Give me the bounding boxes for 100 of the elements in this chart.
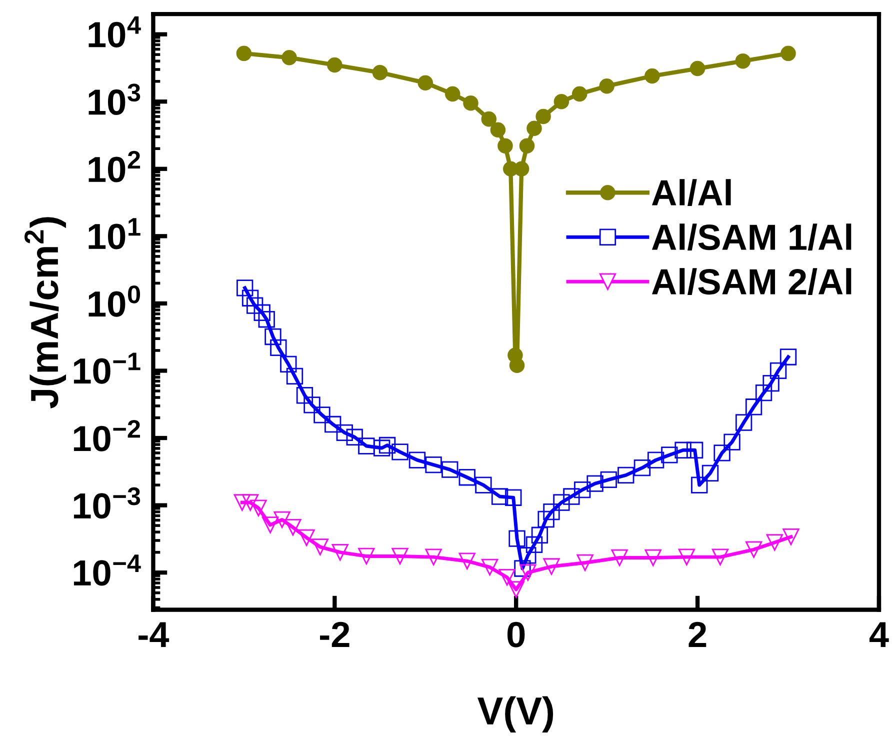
- x-tick-label: 4: [869, 622, 889, 648]
- y-tick-label: 10$^{−1}$: [74, 352, 140, 384]
- point: [236, 280, 254, 296]
- point: [505, 489, 522, 506]
- point: [463, 95, 478, 111]
- point: [526, 120, 542, 136]
- point: [475, 476, 492, 494]
- point: [282, 50, 297, 66]
- point: [378, 436, 396, 454]
- point: [304, 396, 320, 414]
- point: [714, 444, 730, 462]
- point: [599, 78, 614, 94]
- point: [536, 108, 551, 124]
- point: [712, 548, 729, 566]
- y-tick-label: 10$^{3}$: [88, 84, 140, 115]
- point: [520, 564, 536, 581]
- point: [264, 328, 282, 346]
- point: [674, 442, 692, 458]
- point: [250, 500, 267, 516]
- y-tick-label: 10$^{−3}$: [74, 487, 140, 519]
- point: [408, 452, 426, 468]
- point: [691, 476, 708, 494]
- point: [425, 548, 442, 566]
- point: [644, 549, 662, 566]
- point: [498, 138, 513, 154]
- point: [586, 475, 604, 492]
- point: [678, 548, 695, 566]
- point: [686, 442, 704, 458]
- point: [735, 414, 752, 431]
- point: [312, 538, 328, 556]
- point: [538, 510, 554, 528]
- point: [392, 444, 408, 460]
- point: [246, 297, 264, 314]
- y-tick-label: 10$^{−2}$: [74, 420, 140, 452]
- point: [270, 339, 287, 356]
- point: [425, 456, 442, 474]
- point: [392, 548, 408, 565]
- point: [314, 406, 330, 424]
- point: [490, 122, 506, 138]
- point: [563, 488, 580, 505]
- point: [442, 461, 458, 478]
- point: [519, 138, 535, 154]
- point: [481, 558, 498, 576]
- y-tick-label: 10$^{1}$: [88, 218, 140, 250]
- point: [481, 111, 497, 127]
- point: [543, 503, 560, 520]
- point: [755, 384, 772, 402]
- point: [661, 446, 678, 464]
- point: [418, 75, 434, 90]
- legend-label: Al/Al: [652, 179, 731, 206]
- point: [576, 554, 594, 572]
- point: [327, 57, 342, 73]
- point: [514, 560, 531, 577]
- point: [346, 428, 363, 446]
- point: [324, 416, 342, 433]
- point: [498, 568, 516, 586]
- point: [574, 481, 591, 498]
- point: [745, 541, 762, 558]
- point: [508, 581, 524, 598]
- point: [644, 68, 660, 84]
- point: [782, 528, 800, 546]
- point: [600, 471, 617, 488]
- point: [508, 530, 526, 547]
- point: [745, 398, 762, 416]
- point: [444, 86, 460, 102]
- legend-label: Al/SAM 2/Al: [652, 268, 852, 295]
- point: [618, 466, 634, 484]
- x-tick-label: 2: [688, 622, 706, 648]
- y-tick-label: 10$^{2}$: [88, 150, 140, 182]
- y-axis-title: J(mA/cm$^{2}$): [24, 217, 66, 408]
- point: [284, 519, 302, 536]
- point: [236, 46, 252, 62]
- point: [258, 311, 275, 328]
- x-tick-label: -2: [320, 622, 350, 648]
- point: [572, 86, 588, 102]
- point: [373, 440, 390, 456]
- y-tick-label: 10$^{4}$: [88, 16, 141, 48]
- point: [780, 348, 797, 366]
- point: [735, 53, 751, 69]
- y-tick-label: 10$^{−4}$: [74, 554, 141, 586]
- point: [358, 548, 375, 565]
- point: [553, 494, 570, 511]
- point: [634, 460, 651, 476]
- point: [296, 387, 314, 404]
- point: [242, 290, 259, 306]
- point: [543, 558, 560, 575]
- point: [554, 94, 570, 110]
- point: [491, 488, 508, 505]
- point: [526, 536, 543, 553]
- point: [770, 362, 787, 380]
- y-tick-label: 10$^{0}$: [88, 285, 140, 317]
- point: [647, 452, 664, 468]
- point: [531, 526, 548, 544]
- point: [458, 552, 476, 570]
- point: [336, 424, 353, 442]
- point: [358, 438, 375, 454]
- x-tick-label: -4: [138, 622, 170, 648]
- x-tick-label: 0: [507, 622, 525, 648]
- point: [254, 304, 270, 321]
- point: [234, 494, 250, 511]
